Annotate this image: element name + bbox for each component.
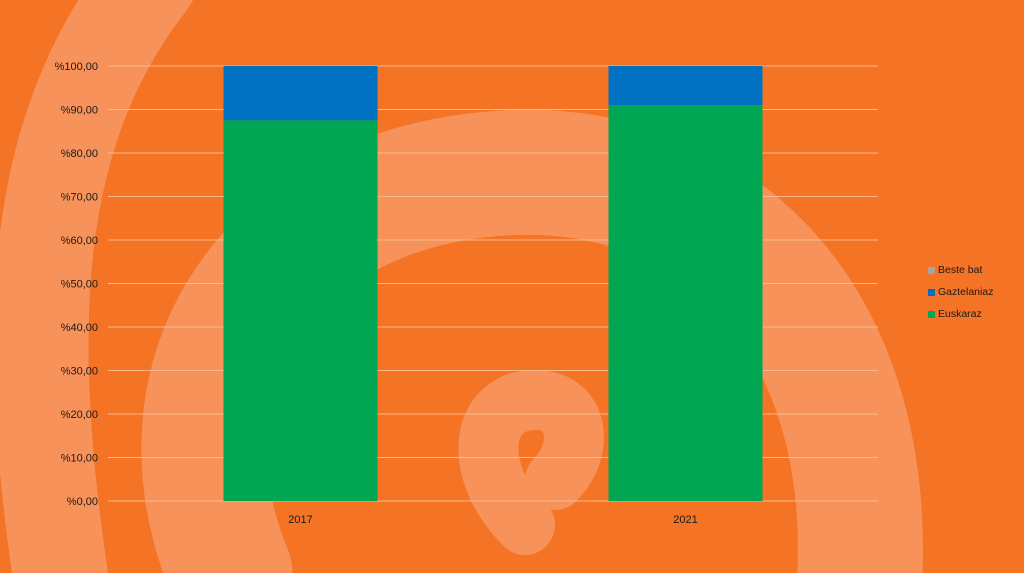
legend-swatch-euskaraz (928, 310, 935, 318)
y-tick-label: %90,00 (61, 105, 98, 117)
bar-gaztelaniaz-2017 (223, 66, 378, 121)
x-tick-label-2017: 2017 (288, 514, 312, 526)
legend-label-gaztelaniaz: Gaztelaniaz (938, 286, 994, 298)
legend-swatch-gaztelaniaz (928, 288, 935, 296)
y-tick-label: %40,00 (61, 322, 98, 334)
legend-item-beste-bat: Beste bat (928, 259, 993, 281)
y-tick-label: %80,00 (61, 148, 98, 160)
y-tick-label: %0,00 (67, 496, 98, 508)
y-axis-ticks: %0,00 %10,00 %20,00 %30,00 %40,00 %50,00 %60,0… (55, 61, 98, 508)
x-axis-labels: 2017 2021 (288, 514, 697, 526)
y-tick-label: %50,00 (61, 279, 98, 291)
bar-gaztelaniaz-2021 (608, 66, 763, 106)
background-swirl-main (141, 109, 923, 573)
y-tick-label: %20,00 (61, 409, 98, 421)
y-tick-label: %60,00 (61, 235, 98, 247)
y-tick-label: %100,00 (55, 61, 98, 73)
bar-euskaraz-2021 (608, 105, 763, 502)
background-swirl-outer (0, 0, 193, 573)
y-tick-label: %10,00 (61, 453, 98, 465)
background-swirl-inner (458, 369, 604, 555)
x-tick-label-2021: 2021 (673, 514, 697, 526)
legend-label-euskaraz: Euskaraz (938, 308, 982, 320)
y-tick-label: %70,00 (61, 192, 98, 204)
legend-swatch-beste-bat (928, 266, 935, 274)
legend-label-beste-bat: Beste bat (938, 264, 983, 276)
legend-item-euskaraz: Euskaraz (928, 303, 993, 325)
bar-euskaraz-2017 (223, 120, 378, 501)
legend-item-gaztelaniaz: Gaztelaniaz (928, 281, 993, 303)
bars (223, 66, 763, 502)
chart-legend: Beste bat Gaztelaniaz Euskaraz (928, 259, 993, 325)
y-tick-label: %30,00 (61, 366, 98, 378)
